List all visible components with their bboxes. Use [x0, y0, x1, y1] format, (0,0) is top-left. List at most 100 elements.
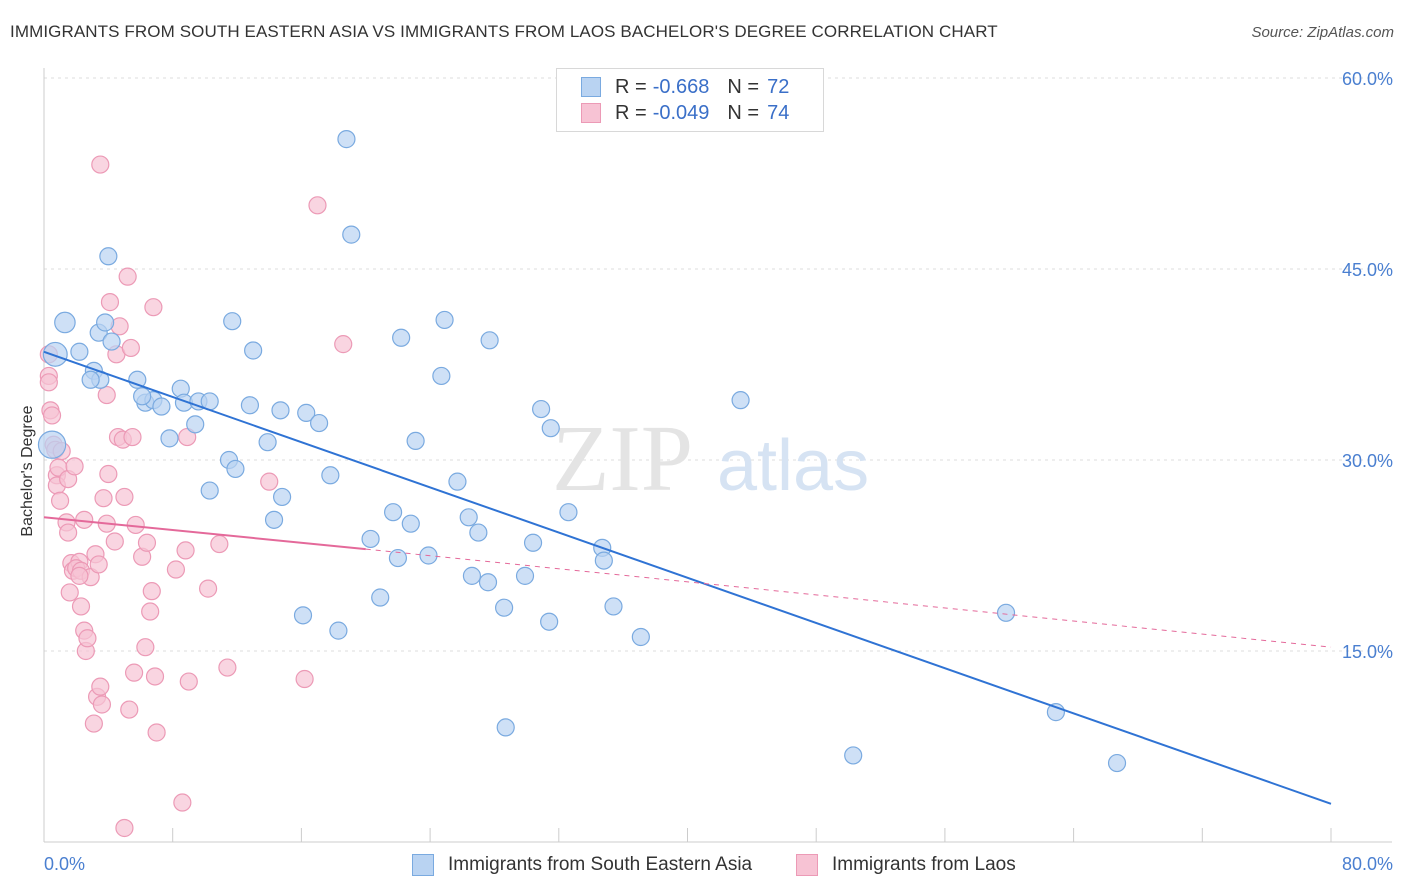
laos-point	[145, 667, 165, 686]
laos-point	[142, 582, 161, 601]
sea-point	[383, 503, 403, 522]
legend-n-label: N =	[727, 75, 760, 98]
laos-point	[124, 663, 144, 682]
sea-point	[844, 746, 863, 765]
sea-point	[469, 523, 488, 542]
sea-point	[631, 627, 650, 647]
sea-point	[186, 415, 205, 434]
sea-point	[594, 551, 613, 570]
x-tick-label-min: 0.0%	[44, 854, 85, 874]
bottom-legend-swatch-blue	[412, 854, 434, 876]
sea-point	[480, 331, 499, 350]
y-tick-label: 60.0%	[1342, 69, 1393, 89]
sea-point	[70, 342, 89, 361]
laos-point	[59, 523, 78, 542]
laos-trend-extension	[365, 548, 1332, 648]
laos-point	[60, 583, 79, 602]
laos-point	[120, 700, 139, 719]
sea-point	[559, 503, 578, 522]
laos-point	[198, 579, 218, 598]
sea-point	[523, 533, 543, 552]
laos-point	[115, 487, 134, 507]
sea-point	[731, 391, 750, 410]
legend-r-value: -0.668	[652, 75, 710, 98]
sea-point	[271, 401, 290, 420]
legend-swatch-blue	[581, 77, 601, 97]
laos-point	[99, 464, 118, 484]
sea-point	[272, 487, 292, 507]
sea-point	[133, 387, 152, 406]
sea-point	[297, 403, 316, 422]
laos-point	[42, 406, 62, 425]
laos-points	[39, 155, 353, 838]
y-tick-label: 15.0%	[1342, 642, 1393, 662]
laos-point	[97, 385, 116, 405]
sea-points	[37, 130, 1127, 773]
sea-point	[226, 459, 245, 479]
chart-title: IMMIGRANTS FROM SOUTH EASTERN ASIA VS IM…	[10, 22, 998, 41]
bottom-legend-sea: Immigrants from South Eastern Asia	[412, 852, 752, 878]
laos-point	[210, 534, 229, 554]
laos-point	[89, 555, 108, 574]
laos-point	[218, 658, 237, 677]
laos-point	[147, 723, 166, 742]
laos-point	[92, 695, 112, 714]
sea-point	[495, 598, 514, 617]
legend-row-laos: R = -0.049 N = 74	[581, 101, 789, 125]
sea-point	[37, 430, 67, 459]
x-tick-label-max: 80.0%	[1342, 854, 1393, 874]
sea-point	[54, 311, 76, 334]
y-axis-title: Bachelor's Degree	[19, 405, 36, 536]
sea-point	[448, 472, 467, 491]
laos-point	[84, 714, 103, 733]
sea-point	[99, 247, 118, 266]
sea-point	[540, 612, 559, 631]
sea-point	[329, 621, 348, 640]
sea-point	[996, 603, 1016, 622]
laos-point	[136, 638, 155, 657]
laos-point	[39, 373, 58, 392]
laos-point	[65, 457, 84, 476]
laos-point	[260, 472, 279, 491]
sea-point	[102, 332, 121, 351]
bottom-legend-laos: Immigrants from Laos	[796, 852, 1016, 878]
sea-point	[432, 366, 451, 386]
legend-swatch-pink	[581, 103, 601, 123]
laos-point	[166, 560, 186, 579]
sea-trend-line	[43, 350, 1332, 805]
laos-point	[173, 793, 192, 812]
axis-labels: 15.0% 30.0% 45.0% 60.0% 0.0% 80.0%	[44, 69, 1393, 874]
sea-point	[342, 225, 361, 244]
sea-point	[244, 341, 263, 360]
legend-r-value: -0.049	[652, 101, 710, 124]
laos-point	[121, 338, 140, 358]
sea-point	[337, 130, 356, 149]
sea-point	[459, 508, 478, 527]
laos-point	[94, 489, 113, 508]
sea-point	[371, 588, 390, 607]
laos-point	[105, 532, 124, 551]
laos-point	[179, 672, 198, 691]
sea-point	[240, 396, 260, 415]
sea-point	[258, 433, 277, 452]
sea-point	[264, 510, 284, 529]
laos-point	[50, 491, 70, 510]
sea-point	[1107, 753, 1127, 773]
laos-point	[91, 677, 110, 696]
bottom-legend-label-laos: Immigrants from Laos	[832, 854, 1016, 875]
laos-point	[334, 335, 353, 354]
sea-point	[293, 606, 313, 625]
laos-point	[78, 629, 97, 648]
sea-point	[478, 573, 498, 592]
laos-point	[91, 155, 110, 174]
laos-point	[295, 669, 314, 689]
sea-point	[96, 313, 115, 332]
legend-n-value: 72	[767, 75, 790, 98]
watermark-atlas: atlas	[717, 426, 869, 506]
sea-point	[541, 419, 560, 438]
sea-point	[160, 429, 179, 448]
sea-point	[152, 397, 171, 416]
legend-row-sea: R = -0.668 N = 72	[581, 75, 789, 99]
bottom-legend-swatch-pink	[796, 854, 818, 876]
